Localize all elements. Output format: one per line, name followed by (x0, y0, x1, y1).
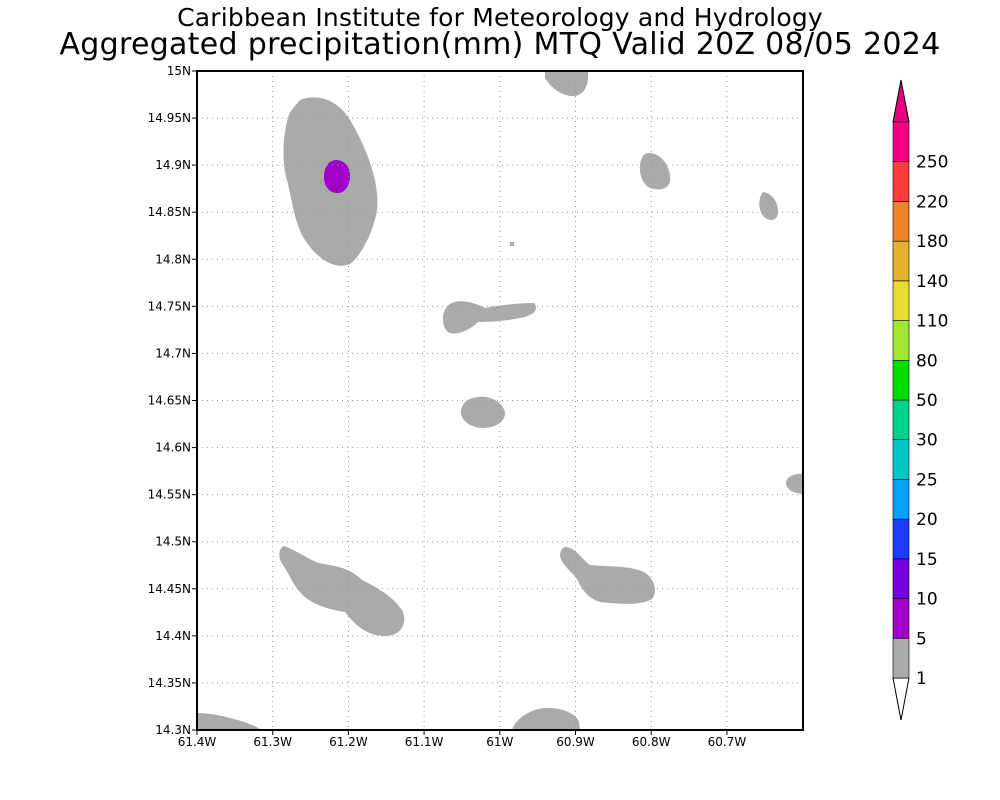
region-southwest-elongated-cell (279, 546, 405, 636)
colorbar-under-arrow (892, 677, 910, 721)
colorbar-swatch (892, 240, 910, 282)
colorbar-swatch (892, 598, 910, 639)
lat-tick-label: 14.3N (155, 723, 191, 737)
region-northwest-storm-core (324, 160, 351, 194)
colorbar-label: 1 (916, 669, 927, 689)
region-central-small-cell (460, 396, 505, 428)
region-central-elongated-cell (442, 301, 537, 334)
colorbar-label: 25 (916, 470, 938, 490)
colorbar-swatch (892, 280, 910, 321)
colorbar-swatch (892, 201, 910, 242)
lat-tick-label: 14.4N (155, 629, 191, 643)
lon-tick-label: 61.2W (329, 735, 368, 749)
colorbar-label: 10 (916, 590, 938, 610)
lat-tick-label: 14.45N (148, 582, 191, 596)
colorbar-label: 110 (916, 312, 948, 332)
lon-tick-label: 60.9W (556, 735, 595, 749)
colorbar-swatch (892, 399, 910, 441)
region-northeast-cell-1 (639, 152, 671, 190)
colorbar-swatch (892, 161, 910, 202)
colorbar-label: 30 (916, 431, 938, 451)
colorbar-label: 20 (916, 510, 938, 530)
longitude-axis: 61.4W 61.3W 61.2W 61.1W 61W 60.9W 60.8W 60.7W (178, 730, 747, 749)
lat-tick-label: 15N (167, 64, 191, 78)
colorbar-label: 80 (916, 351, 938, 371)
colorbar-swatch (892, 320, 910, 361)
precipitation-layer (197, 70, 803, 730)
lat-tick-label: 14.9N (155, 158, 191, 172)
lat-tick-label: 14.65N (148, 394, 191, 408)
colorbar-label: 5 (916, 629, 927, 649)
colorbar-swatch (892, 558, 910, 599)
colorbar-label: 50 (916, 391, 938, 411)
region-northeast-cell-2 (759, 192, 779, 221)
colorbar-swatch (892, 439, 910, 480)
lat-tick-label: 14.7N (155, 346, 191, 360)
lon-tick-label: 61.3W (253, 735, 292, 749)
lon-tick-label: 60.7W (708, 735, 747, 749)
colorbar-label: 180 (916, 232, 948, 252)
region-north-edge-cell (545, 70, 589, 97)
colorbar-swatch (892, 359, 910, 401)
colorbar-label: 140 (916, 272, 948, 292)
lon-tick-label: 60.8W (632, 735, 671, 749)
latitude-axis: 15N 14.95N 14.9N 14.85N 14.8N 14.75N 14.7N 14.6… (148, 64, 197, 737)
region-southwest-corner-cell (197, 713, 261, 730)
colorbar-label: 250 (916, 153, 948, 173)
region-east-edge-cell (785, 473, 803, 494)
lat-tick-label: 14.75N (148, 299, 191, 313)
lon-tick-label: 61.4W (178, 735, 217, 749)
lat-tick-label: 14.85N (148, 205, 191, 219)
lat-tick-label: 14.5N (155, 535, 191, 549)
lon-tick-label: 61.1W (405, 735, 444, 749)
lat-tick-label: 14.95N (148, 111, 191, 125)
colorbar-swatch (892, 637, 910, 679)
region-south-edge-cell (512, 707, 580, 730)
map-gridlines (197, 71, 803, 730)
colorbar-swatch (892, 479, 910, 520)
lat-tick-label: 14.55N (148, 488, 191, 502)
lat-tick-label: 14.8N (155, 252, 191, 266)
lat-tick-label: 14.35N (148, 676, 191, 690)
map-title: Aggregated precipitation(mm) MTQ Valid 2… (59, 27, 941, 62)
lon-tick-label: 61W (486, 735, 513, 749)
colorbar-swatch (892, 121, 910, 163)
lat-tick-label: 14.6N (155, 441, 191, 455)
region-south-central-cell (560, 547, 656, 604)
colorbar-label: 220 (916, 192, 948, 212)
colorbar-label: 15 (916, 550, 938, 570)
region-tiny-speck (510, 242, 514, 246)
colorbar-over-arrow (892, 79, 910, 123)
institute-title: Caribbean Institute for Meteorology and … (177, 3, 823, 32)
colorbar-swatch (892, 518, 910, 560)
